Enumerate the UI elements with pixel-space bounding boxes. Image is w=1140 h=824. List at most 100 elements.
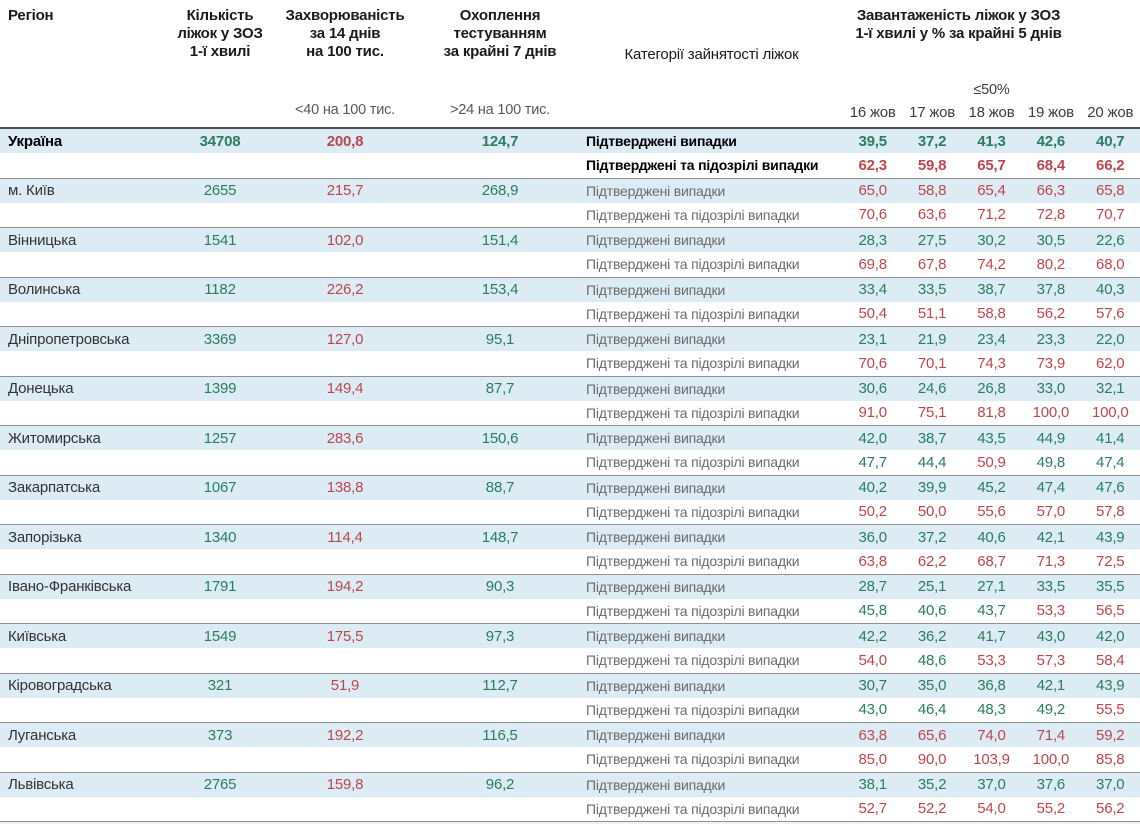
load-value: 100,0 [1032, 750, 1070, 768]
incidence-value: 127,0 [326, 330, 364, 348]
region-name: Закарпатська [8, 479, 100, 497]
load-value: 42,0 [858, 429, 887, 447]
load-value: 55,5 [1096, 701, 1125, 719]
testing-value: 148,7 [481, 528, 519, 546]
load-value: 74,0 [977, 726, 1006, 744]
incidence-value: 215,7 [326, 182, 364, 200]
category-label-confirmed-suspected: Підтверджені та підозрілі випадки [586, 256, 800, 273]
load-value: 100,0 [1032, 404, 1070, 422]
testing-value: 153,4 [481, 281, 519, 299]
load-value: 74,2 [977, 255, 1006, 273]
load-value: 40,7 [1096, 132, 1125, 150]
region-block: Запорізька 1340 114,4 148,7 Підтверджені вип… [0, 524, 1140, 574]
table-row: Підтверджені та підозрілі випадки 47,7 44,… [0, 450, 1140, 474]
load-value: 90,0 [917, 750, 947, 768]
load-value: 45,2 [977, 479, 1006, 497]
load-value: 37,2 [917, 528, 947, 546]
category-label-confirmed: Підтверджені випадки [586, 182, 726, 199]
testing-value: 116,5 [482, 726, 518, 744]
load-value: 38,7 [917, 429, 947, 447]
table-row: Підтверджені та підозрілі випадки 91,0 75,… [0, 401, 1140, 425]
load-value: 57,8 [1096, 503, 1125, 521]
load-value: 32,1 [1096, 380, 1125, 398]
date-header: 19 жов [1027, 104, 1074, 121]
testing-value: 124,7 [481, 132, 519, 150]
testing-threshold-label: >24 на 100 тис. [450, 102, 550, 118]
beds-value: 1067 [203, 479, 237, 497]
category-label-confirmed: Підтверджені випадки [586, 578, 726, 595]
load-value: 85,8 [1096, 750, 1125, 768]
testing-value: 88,7 [485, 479, 515, 497]
category-label-confirmed-suspected: Підтверджені та підозрілі випадки [586, 800, 800, 817]
table-row: Підтверджені та підозрілі випадки 85,0 90,… [0, 747, 1140, 771]
load-value: 41,3 [977, 132, 1006, 150]
incidence-value: 138,8 [326, 479, 364, 497]
incidence-value: 192,2 [326, 726, 364, 744]
testing-value: 97,3 [485, 627, 515, 645]
region-block: Кіровоградська 321 51,9 112,7 Підтверджені в… [0, 672, 1140, 723]
load-value: 33,5 [917, 281, 947, 299]
load-value: 40,2 [858, 479, 887, 497]
category-label-confirmed-suspected: Підтверджені та підозрілі випадки [586, 355, 800, 372]
load-value: 68,4 [1036, 156, 1066, 174]
table-row: Донецька 1399 149,4 87,7 Підтверджені випадк… [0, 376, 1140, 401]
incidence-value: 194,2 [326, 578, 364, 596]
load-value: 45,8 [858, 602, 887, 620]
region-name: Дніпропетровська [8, 330, 130, 348]
load-value: 56,2 [1036, 305, 1066, 323]
load-value: 37,0 [977, 776, 1006, 794]
load-value: 41,4 [1096, 429, 1125, 447]
load-value: 30,7 [858, 677, 887, 695]
beds-value: 1399 [203, 380, 237, 398]
load-value: 21,9 [917, 330, 947, 348]
load-value: 59,2 [1096, 726, 1125, 744]
load-value: 26,8 [977, 380, 1006, 398]
column-header-categories: Категорії зайнятості ліжок [624, 46, 799, 63]
load-value: 70,6 [858, 206, 887, 224]
load-value: 43,9 [1096, 528, 1125, 546]
load-value: 43,0 [1036, 627, 1066, 645]
load-value: 85,0 [858, 750, 887, 768]
load-value: 91,0 [858, 404, 887, 422]
category-label-confirmed: Підтверджені випадки [586, 677, 726, 694]
load-value: 48,3 [977, 701, 1006, 719]
load-value: 37,2 [917, 132, 947, 150]
load-value: 66,3 [1036, 182, 1066, 200]
load-value: 37,6 [1036, 776, 1066, 794]
region-name: Луганська [8, 726, 77, 744]
load-value: 63,8 [858, 726, 887, 744]
table-row: Підтверджені та підозрілі випадки 70,6 70,… [0, 351, 1140, 375]
load-value: 70,7 [1096, 206, 1125, 224]
testing-value: 96,2 [485, 776, 515, 794]
incidence-value: 175,5 [326, 627, 364, 645]
category-label-confirmed: Підтверджені випадки [586, 628, 726, 645]
load-value: 68,7 [977, 552, 1006, 570]
load-value: 103,9 [973, 750, 1010, 768]
load-value: 58,4 [1096, 651, 1125, 669]
load-value: 63,6 [917, 206, 947, 224]
region-name: м. Київ [8, 182, 55, 200]
region-name: Житомирська [8, 429, 101, 447]
load-value: 35,2 [917, 776, 947, 794]
load-value: 33,0 [1036, 380, 1066, 398]
beds-value: 3369 [203, 330, 237, 348]
region-name: Кіровоградська [8, 677, 112, 695]
table-row: м. Київ 2655 215,7 268,9 Підтверджені випадк… [0, 178, 1140, 203]
load-value: 100,0 [1091, 404, 1129, 422]
load-value: 39,9 [917, 479, 947, 497]
category-label-confirmed-suspected: Підтверджені та підозрілі випадки [586, 157, 819, 174]
load-value: 42,6 [1036, 132, 1066, 150]
region-block: Донецька 1399 149,4 87,7 Підтверджені випадк… [0, 375, 1140, 426]
load-value: 81,8 [977, 404, 1006, 422]
load-value: 62,3 [858, 156, 887, 174]
table-row: Вінницька 1541 102,0 151,4 Підтверджені випа… [0, 228, 1140, 253]
load-value: 65,7 [977, 156, 1006, 174]
load-value: 69,8 [858, 255, 887, 273]
table-row: Львівська 2765 159,8 96,2 Підтверджені випад… [0, 772, 1140, 797]
load-value: 40,6 [917, 602, 947, 620]
load-value: 73,9 [1036, 354, 1066, 372]
testing-value: 268,9 [481, 182, 519, 200]
table-row: Підтверджені та підозрілі випадки 69,8 67,… [0, 252, 1140, 276]
category-label-confirmed-suspected: Підтверджені та підозрілі випадки [586, 404, 800, 421]
region-name: Львівська [8, 776, 74, 794]
